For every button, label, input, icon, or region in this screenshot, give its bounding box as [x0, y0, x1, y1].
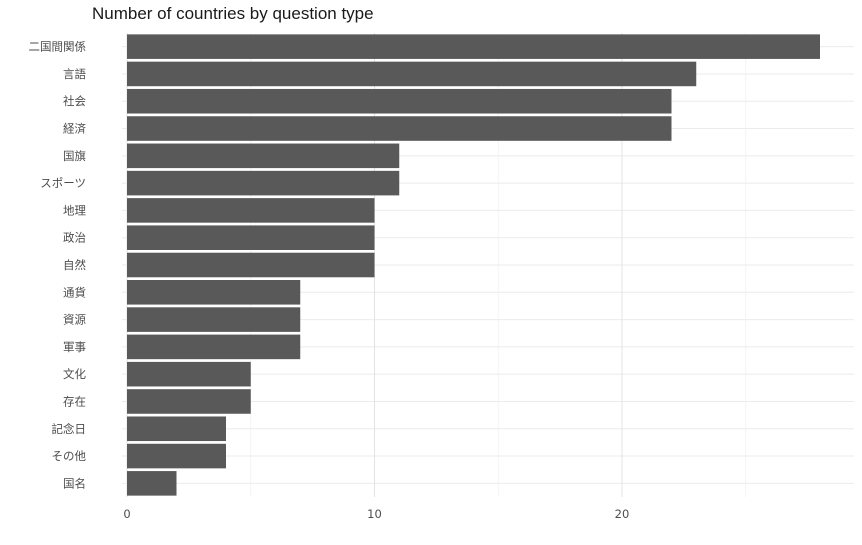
category-label: 国名 — [63, 476, 86, 490]
bar — [127, 225, 375, 250]
category-label: 政治 — [63, 231, 86, 245]
category-label: スポーツ — [40, 176, 86, 190]
category-label: 言語 — [63, 67, 86, 81]
category-label: 二国間関係 — [29, 40, 87, 54]
category-label: 存在 — [63, 394, 86, 408]
category-label: 経済 — [63, 122, 86, 136]
bar — [127, 34, 820, 59]
bar — [127, 61, 697, 87]
x-tick-label: 0 — [123, 507, 130, 521]
bar — [127, 170, 400, 196]
category-label: 記念日 — [52, 422, 87, 436]
category-labels: 二国間関係言語社会経済国旗スポーツ地理政治自然通貨資源軍事文化存在記念日その他国… — [29, 40, 87, 491]
x-axis-tick-labels: 0 10 20 — [123, 507, 629, 521]
bar — [127, 471, 177, 496]
bar — [127, 389, 251, 414]
category-label: その他 — [52, 449, 87, 463]
x-tick-label: 20 — [615, 507, 630, 521]
bar — [127, 143, 400, 169]
category-label: 文化 — [63, 367, 86, 381]
bar — [127, 280, 301, 305]
bar — [127, 116, 672, 141]
bar — [127, 443, 226, 469]
bar — [127, 416, 226, 442]
category-label: 国旗 — [63, 149, 86, 163]
x-tick-label: 10 — [367, 507, 382, 521]
category-label: 社会 — [63, 94, 86, 108]
category-label: 自然 — [63, 258, 86, 272]
bar — [127, 334, 301, 360]
bar — [127, 252, 375, 278]
bars — [127, 34, 820, 496]
category-label: 通貨 — [63, 285, 86, 299]
category-label: 軍事 — [63, 340, 86, 354]
chart-title: Number of countries by question type — [92, 4, 374, 23]
category-label: 地理 — [63, 203, 86, 217]
bar — [127, 307, 301, 332]
bar — [127, 198, 375, 223]
category-label: 資源 — [63, 313, 86, 327]
bar — [127, 361, 251, 387]
bar — [127, 88, 672, 114]
